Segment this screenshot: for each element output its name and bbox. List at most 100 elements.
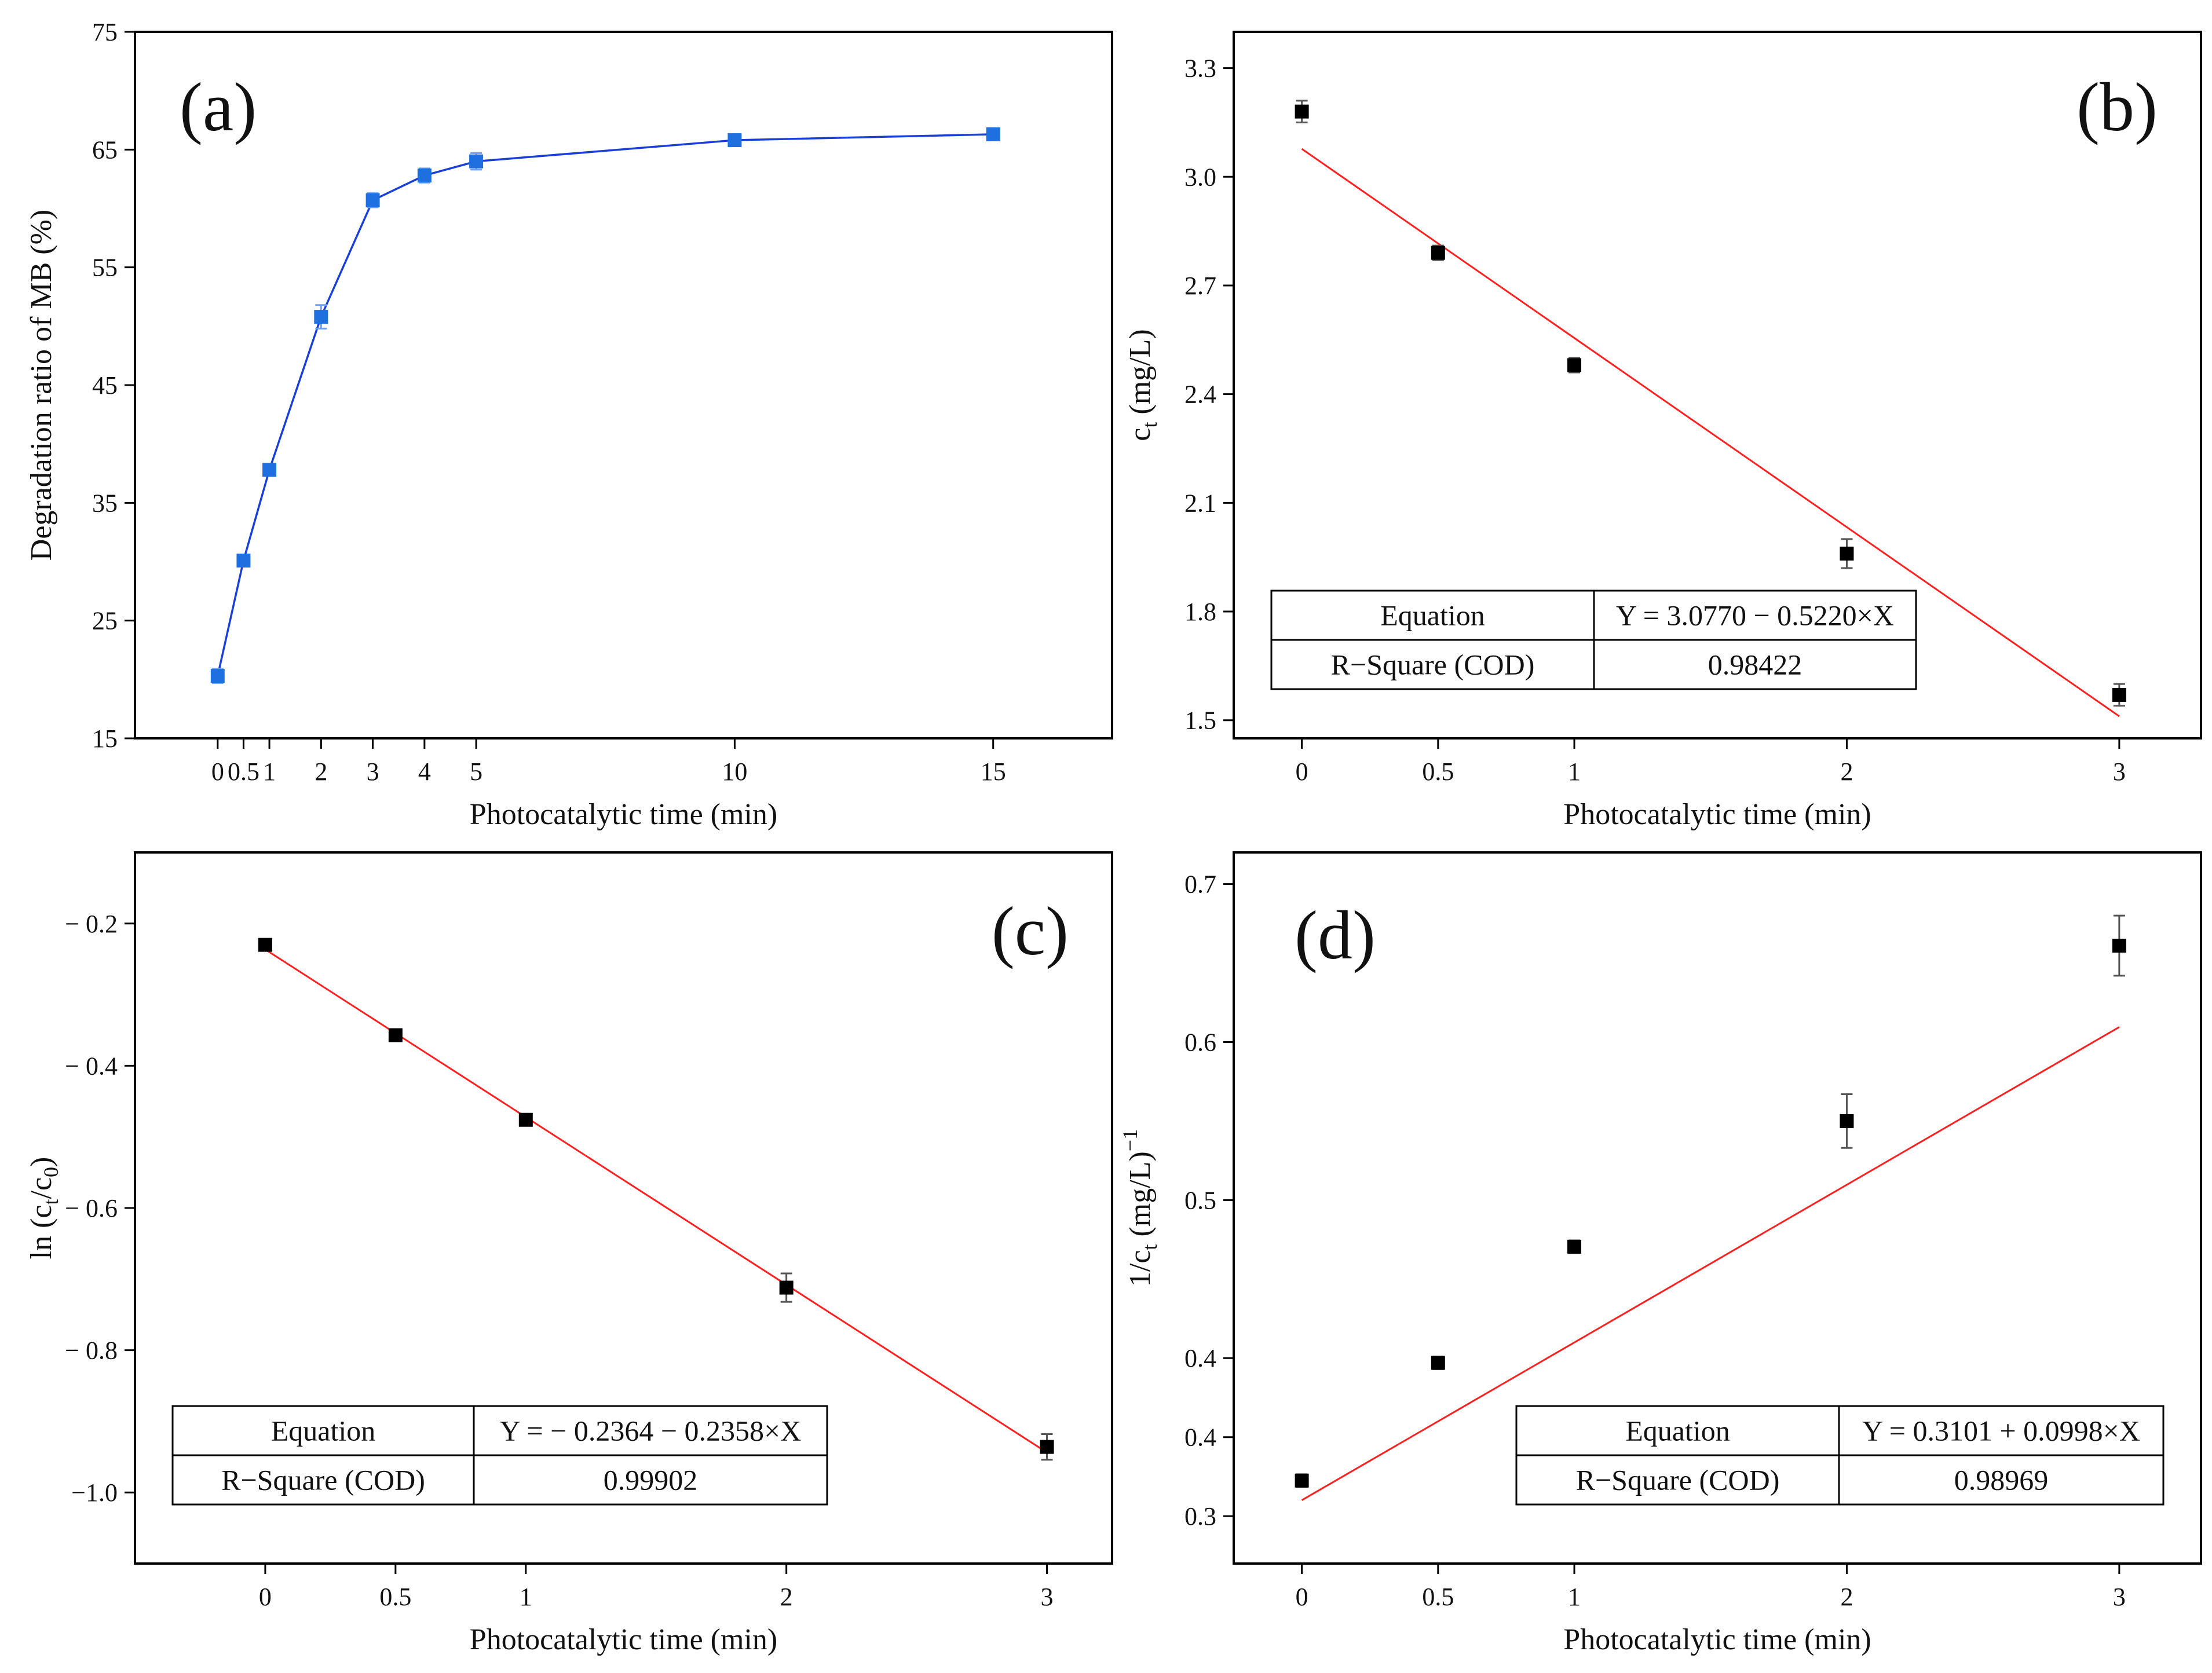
- x-tick-label: 0: [211, 757, 224, 786]
- fit-table-r2: 0.98969: [1954, 1464, 2049, 1496]
- fit-table: Equation Y = 3.0770 − 0.5220×X R−Square (C…: [1270, 590, 1917, 690]
- x-tick-label: 2: [315, 757, 327, 786]
- y-tick-label: 3.3: [1184, 54, 1216, 83]
- data-point: [210, 669, 225, 683]
- y-tick-label: 0.4: [1184, 1423, 1216, 1452]
- x-tick-label: 0.5: [379, 1583, 411, 1611]
- y-tick-label: 2.4: [1184, 380, 1216, 409]
- data-point: [1431, 246, 1445, 260]
- data-point: [779, 1280, 794, 1295]
- x-axis-title: Photocatalytic time (min): [470, 798, 777, 831]
- y-tick-label: 0.6: [1184, 1028, 1216, 1056]
- y-axis-title: 1/ct (mg/L)−1: [1118, 1129, 1161, 1287]
- x-tick-label: 3: [2113, 1583, 2126, 1611]
- fit-table-equation-label: Equation: [1625, 1415, 1730, 1447]
- fit-table-equation: Y = 3.0770 − 0.5220×X: [1616, 599, 1894, 632]
- y-axis-title-part: t: [1138, 1244, 1161, 1250]
- x-tick-label: 0: [1296, 1583, 1308, 1611]
- data-point: [314, 310, 328, 324]
- fit-table-equation-label: Equation: [271, 1415, 376, 1447]
- fit-table-equation: Y = 0.3101 + 0.0998×X: [1862, 1415, 2140, 1447]
- fit-table-equation-label: Equation: [1380, 599, 1485, 632]
- y-tick-label: − 0.8: [65, 1337, 118, 1365]
- x-tick-label: 1: [263, 757, 276, 786]
- data-point: [236, 553, 251, 568]
- x-tick-label: 3: [1041, 1583, 1054, 1611]
- x-tick-label: 10: [722, 757, 747, 786]
- data-point: [1295, 104, 1309, 119]
- y-axis-title-part: 1/c: [1124, 1250, 1157, 1287]
- data-point: [258, 938, 272, 952]
- y-axis-title-part: (mg/L): [1124, 1151, 1157, 1244]
- x-tick-label: 2: [780, 1583, 793, 1611]
- data-point: [388, 1028, 403, 1042]
- data-point: [2112, 687, 2126, 702]
- plot-frame: [1233, 31, 2202, 740]
- data-point: [1431, 1356, 1445, 1370]
- fit-line: [265, 949, 1048, 1454]
- data-point: [262, 463, 277, 477]
- fit-line: [1301, 1026, 2120, 1501]
- fit-table-r2-label: R−Square (COD): [1331, 649, 1535, 681]
- series-line: [217, 133, 993, 676]
- data-point: [2112, 939, 2126, 953]
- panel-label: (c): [992, 892, 1069, 969]
- fit-table-r2-label: R−Square (COD): [1576, 1464, 1780, 1496]
- y-tick-label: 0.5: [1184, 1186, 1216, 1214]
- y-tick-label: 2.7: [1184, 272, 1216, 300]
- y-tick-label: 0.4: [1184, 1344, 1216, 1372]
- panel-label: (b): [2076, 68, 2158, 145]
- y-tick-label: − 0.4: [65, 1052, 118, 1080]
- x-tick-label: 4: [418, 757, 431, 786]
- x-axis-title: Photocatalytic time (min): [470, 1623, 777, 1656]
- y-axis-title-part: ln (c: [25, 1205, 58, 1260]
- x-tick-label: 0.5: [228, 757, 259, 786]
- x-tick-label: 0.5: [1422, 757, 1454, 786]
- y-axis-title-part: t: [39, 1199, 63, 1205]
- x-tick-label: 1: [1568, 1583, 1581, 1611]
- plot-frame: [134, 31, 1113, 740]
- data-point: [365, 193, 380, 207]
- y-tick-label: −1.0: [71, 1478, 118, 1507]
- y-tick-label: 25: [92, 607, 118, 635]
- y-tick-label: − 0.2: [65, 910, 118, 938]
- x-tick-label: 2: [1840, 757, 1853, 786]
- x-tick-label: 0.5: [1422, 1583, 1454, 1611]
- fit-line: [1301, 148, 2120, 717]
- fit-table-r2: 0.98422: [1708, 649, 1802, 681]
- x-tick-label: 0: [259, 1583, 272, 1611]
- y-tick-label: 35: [92, 489, 118, 517]
- panel-label: (d): [1295, 896, 1376, 973]
- x-tick-label: 15: [981, 757, 1006, 786]
- y-axis-title-part: /c: [25, 1177, 58, 1199]
- data-point: [1840, 1114, 1854, 1128]
- y-axis-title-part: 0: [39, 1167, 63, 1177]
- y-tick-label: 2.1: [1184, 489, 1216, 517]
- panel-b: 0 0.5 1 2 3 1.5 1.8 2.1 2.4 2.7 3.0 3.3 Photocatalyt…: [1124, 31, 2202, 831]
- x-axis-title: Photocatalytic time (min): [1563, 1623, 1871, 1656]
- y-tick-label: 1.5: [1184, 706, 1216, 735]
- x-tick-label: 3: [2113, 757, 2126, 786]
- panel-a: 0 0.5 1 2 3 4 5 10 1515253545556575Photocatalyti…: [25, 18, 1113, 831]
- y-axis-title: ln (ct/c0): [25, 1157, 63, 1260]
- y-axis-title-part: Degradation ratio of MB (%): [25, 210, 58, 561]
- y-tick-label: 0.7: [1184, 870, 1216, 899]
- x-tick-label: 5: [470, 757, 482, 786]
- fit-table-r2: 0.99902: [604, 1464, 698, 1496]
- data-point: [1295, 1473, 1309, 1488]
- fit-table: Equation Y = 0.3101 + 0.0998×X R−Square (C…: [1515, 1405, 2165, 1506]
- y-axis-title: ct (mg/L): [1124, 329, 1161, 441]
- x-axis-title: Photocatalytic time (min): [1563, 798, 1871, 831]
- data-point: [1040, 1440, 1054, 1454]
- x-tick-label: 2: [1840, 1583, 1853, 1611]
- data-point: [1840, 546, 1854, 561]
- y-axis-title-part: (mg/L): [1124, 329, 1157, 422]
- panel-label: (a): [180, 68, 257, 145]
- y-axis-title-part: c: [1124, 428, 1157, 441]
- y-axis-title: Degradation ratio of MB (%): [25, 210, 58, 561]
- data-point: [727, 133, 742, 148]
- y-tick-label: 0.3: [1184, 1502, 1216, 1531]
- data-point: [1567, 358, 1582, 372]
- y-axis-title-part: t: [1138, 422, 1161, 428]
- data-point: [469, 154, 484, 169]
